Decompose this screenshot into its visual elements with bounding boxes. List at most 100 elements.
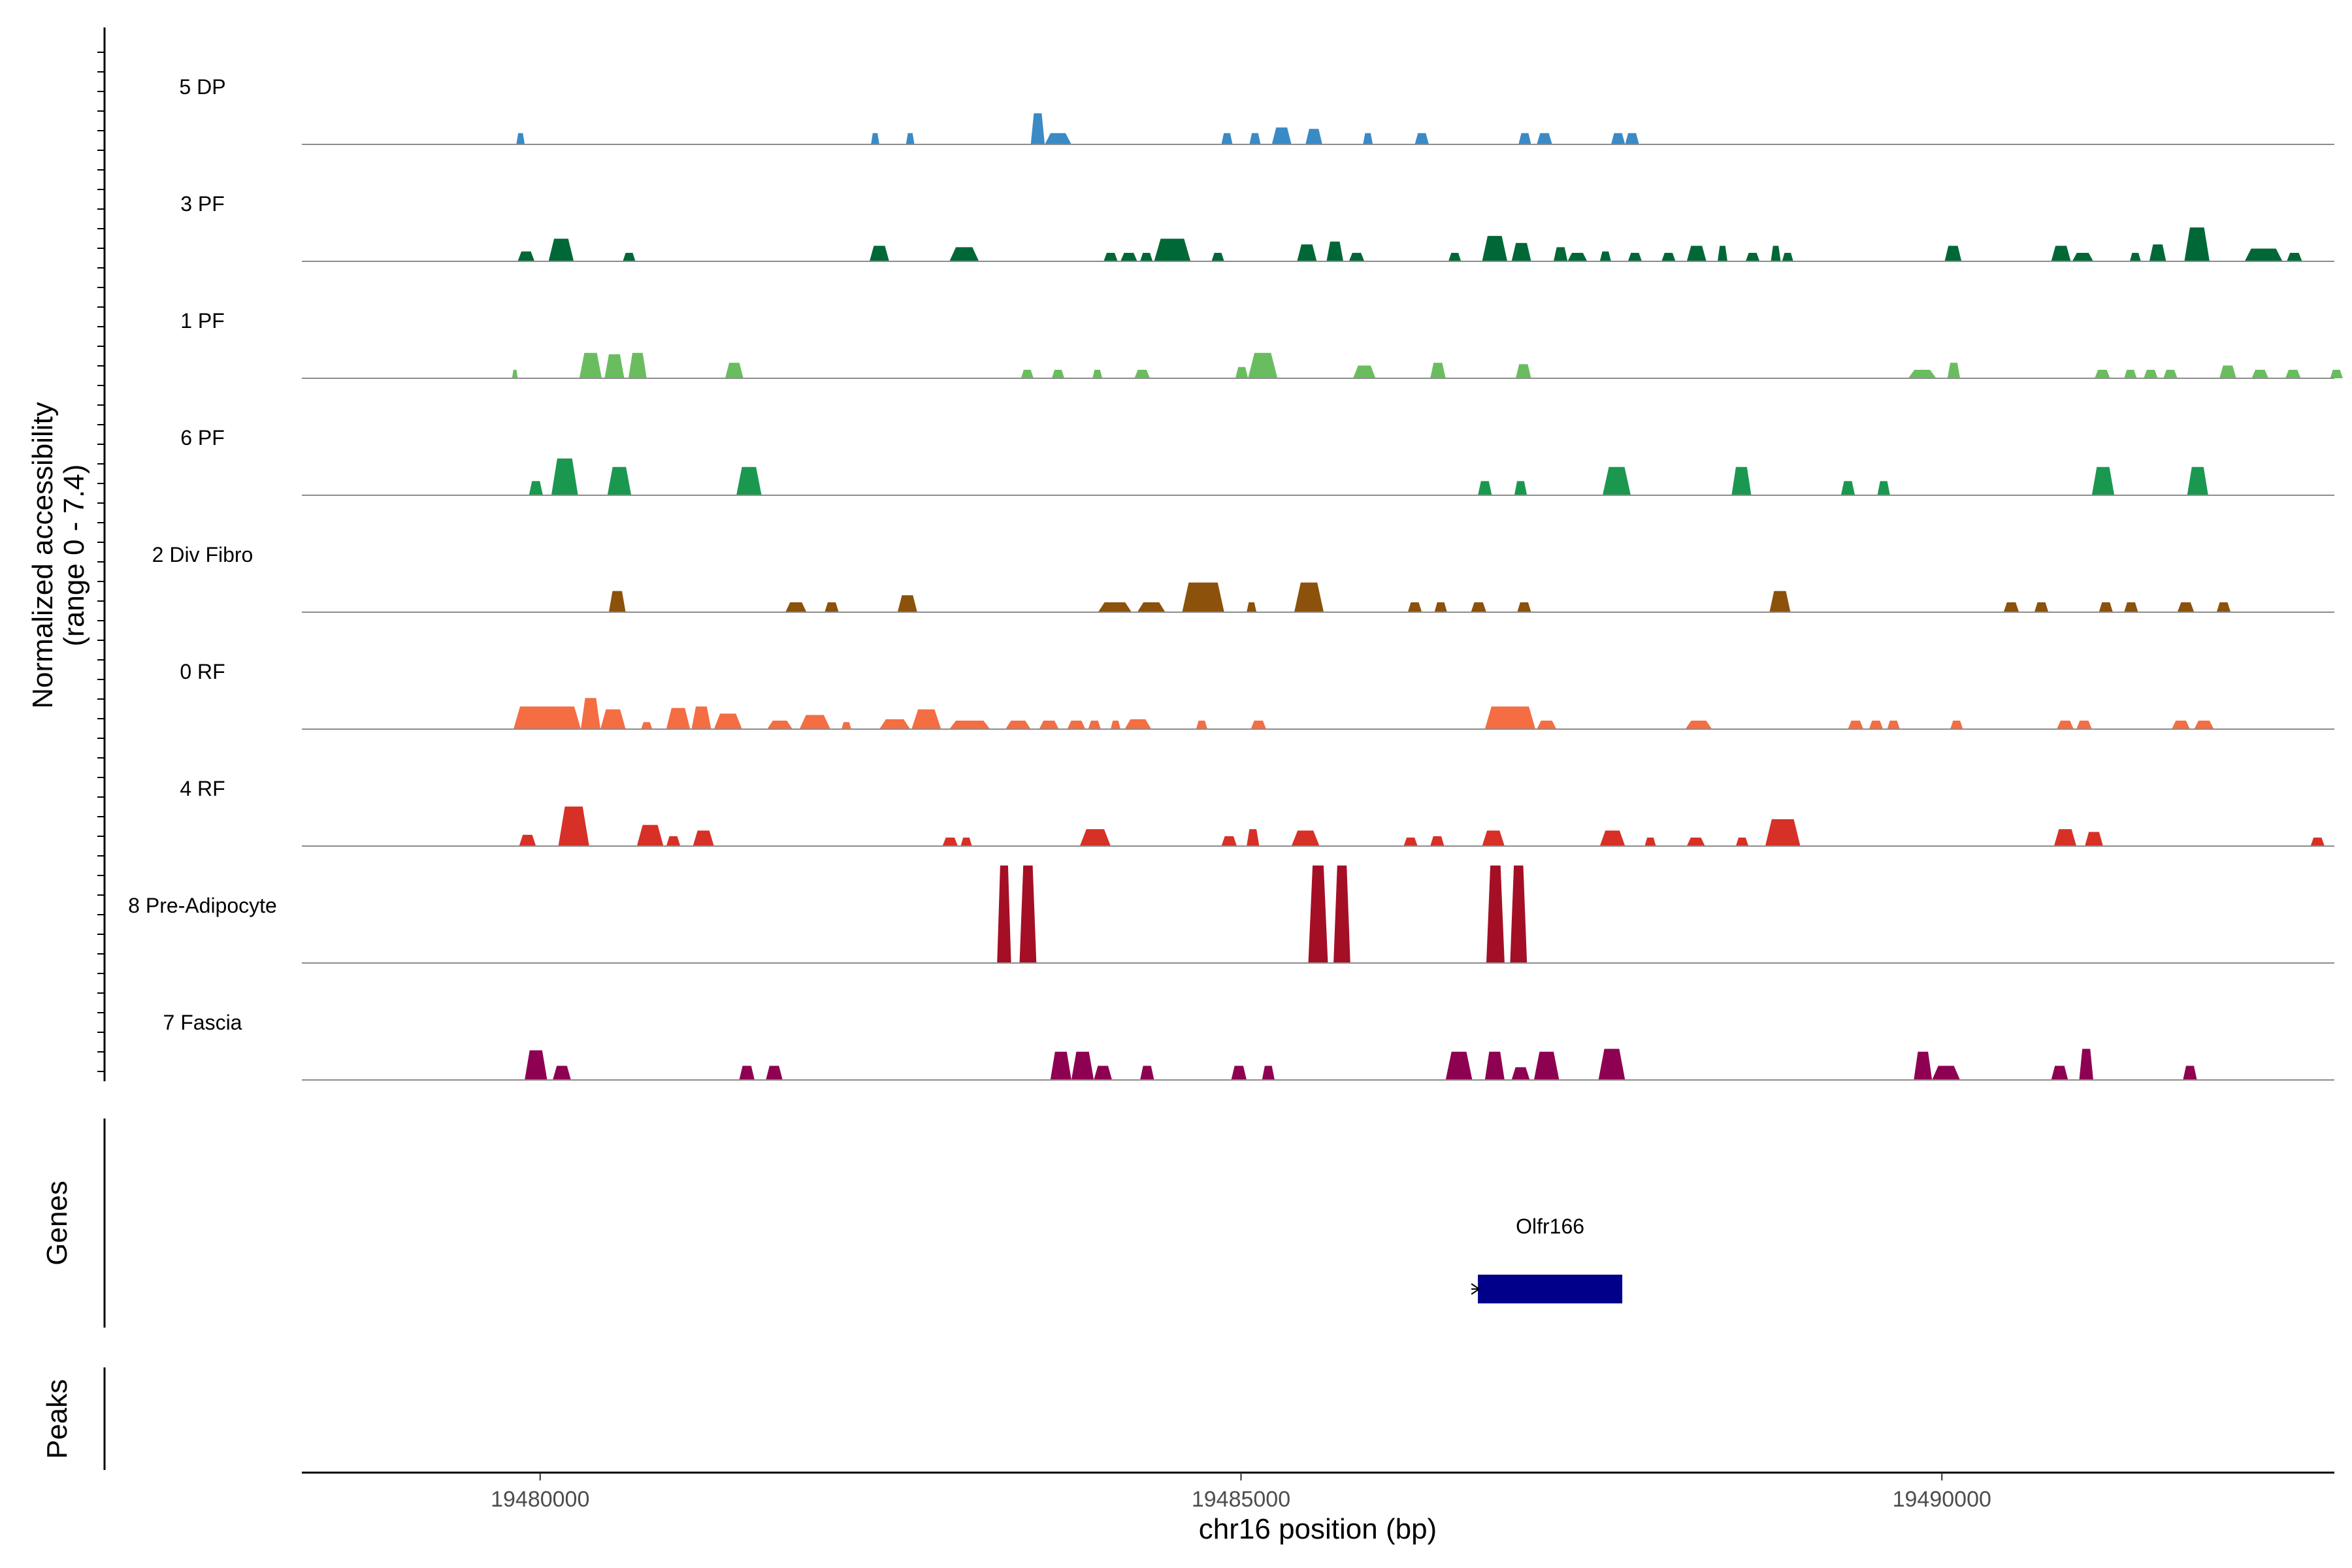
coverage-peak [1297, 244, 1317, 261]
coverage-peak [1071, 1051, 1094, 1080]
y-axis-title: Normalized accessibility [27, 402, 59, 708]
coverage-peak [1247, 602, 1257, 612]
coverage-peak [2051, 1066, 2068, 1080]
coverage-peak [942, 838, 958, 846]
coverage-peak [1517, 602, 1531, 612]
gene-exon [1478, 1275, 1623, 1303]
coverage-peak [1598, 1049, 1625, 1080]
coverage-peak [1134, 370, 1150, 378]
coverage-peak [841, 722, 851, 729]
coverage-peak [607, 466, 632, 495]
coverage-peak [1735, 838, 1749, 846]
x-tick-label: 19480000 [491, 1487, 589, 1512]
coverage-peak [1869, 721, 1884, 729]
track-3: 6 PF [180, 426, 2334, 496]
coverage-peak [767, 721, 792, 729]
coverage-peak [1685, 721, 1712, 729]
coverage-peak [581, 698, 600, 729]
coverage-peak [1482, 830, 1505, 846]
coverage-peak [2144, 370, 2158, 378]
coverage-peak [1079, 829, 1111, 846]
coverage-peak [1103, 253, 1118, 261]
track-label: 0 RF [180, 660, 225, 683]
coverage-peak [1745, 253, 1760, 261]
coverage-peak [516, 133, 525, 144]
coverage-peak [1625, 133, 1639, 144]
coverage-peak [1769, 591, 1791, 612]
x-axis-title: chr16 position (bp) [1199, 1513, 1437, 1545]
coverage-peak [604, 354, 625, 378]
coverage-peak [1262, 1066, 1275, 1080]
coverage-peak [1221, 836, 1237, 846]
coverage-peak [1231, 1066, 1247, 1080]
coverage-peak [2251, 370, 2269, 378]
coverage-peak [1067, 721, 1086, 729]
coverage-peak [1484, 1051, 1505, 1080]
coverage-peak [1686, 838, 1705, 846]
coverage-peak [2330, 370, 2343, 378]
coverage-peak [1533, 1051, 1560, 1080]
track-label: 6 PF [180, 426, 225, 449]
coverage-peak [2053, 829, 2077, 846]
coverage-peak [2194, 721, 2214, 729]
coverage-tracks: 5 DP 3 PF 1 PF 6 PF 2 Div Fibro 0 RF 4 RF 8 Pre… [128, 75, 2343, 1081]
coverage-peak [2177, 602, 2195, 612]
track-label: 4 RF [180, 777, 225, 800]
coverage-peak [1848, 721, 1864, 729]
coverage-peak [739, 1066, 755, 1080]
coverage-peak [1430, 363, 1446, 378]
coverage-peak [736, 466, 762, 495]
coverage-peak [600, 709, 626, 729]
coverage-peak [2091, 466, 2115, 495]
coverage-peak [1154, 238, 1191, 261]
genes-track-label: Genes [41, 1181, 73, 1266]
coverage-peak [906, 133, 915, 144]
track-0: 5 DP [179, 75, 2334, 145]
coverage-peak [1050, 1051, 1071, 1080]
coverage-peak [2124, 602, 2138, 612]
track-1: 3 PF [180, 192, 2334, 262]
coverage-peak [1305, 129, 1322, 144]
coverage-peak [725, 363, 743, 378]
coverage-peak [691, 706, 711, 729]
coverage-peak [1407, 602, 1422, 612]
coverage-peak [1644, 838, 1656, 846]
coverage-peak [2099, 602, 2113, 612]
coverage-peak [1950, 721, 1963, 729]
coverage-peak [871, 133, 879, 144]
coverage-peak [519, 834, 536, 846]
coverage-peak [1516, 364, 1531, 378]
coverage-peak [1221, 133, 1233, 144]
coverage-peak [548, 238, 574, 261]
coverage-peak [1840, 481, 1855, 495]
coverage-peak [2287, 253, 2302, 261]
coverage-peak [879, 719, 911, 729]
track-6: 4 RF [180, 777, 2334, 847]
coverage-y-ticks [97, 52, 105, 1072]
coverage-peak [1478, 481, 1492, 495]
coverage-peak [997, 865, 1011, 963]
coverage-peak [1947, 363, 1961, 378]
coverage-peak [1661, 253, 1676, 261]
coverage-peak [1248, 353, 1278, 378]
track-label: 8 Pre-Adipocyte [128, 894, 277, 917]
track-label: 7 Fascia [163, 1011, 242, 1034]
coverage-peak [2095, 370, 2110, 378]
coverage-peak [1211, 253, 1224, 261]
coverage-peak [1482, 236, 1508, 261]
coverage-peak [1140, 253, 1153, 261]
coverage-peak [869, 246, 889, 261]
coverage-peak [1599, 830, 1625, 846]
coverage-peak [1021, 370, 1034, 378]
coverage-peak [1599, 251, 1611, 261]
coverage-peak [1249, 133, 1261, 144]
coverage-peak [1510, 865, 1527, 963]
y-axis-range: (range 0 - 7.4) [58, 465, 90, 647]
coverage-peak [949, 247, 979, 261]
coverage-peak [1271, 127, 1292, 144]
coverage-peak [911, 709, 941, 729]
coverage-peak [1718, 246, 1727, 261]
coverage-peak [1140, 1066, 1154, 1080]
track-label: 3 PF [180, 192, 225, 216]
coverage-peak [2034, 602, 2049, 612]
